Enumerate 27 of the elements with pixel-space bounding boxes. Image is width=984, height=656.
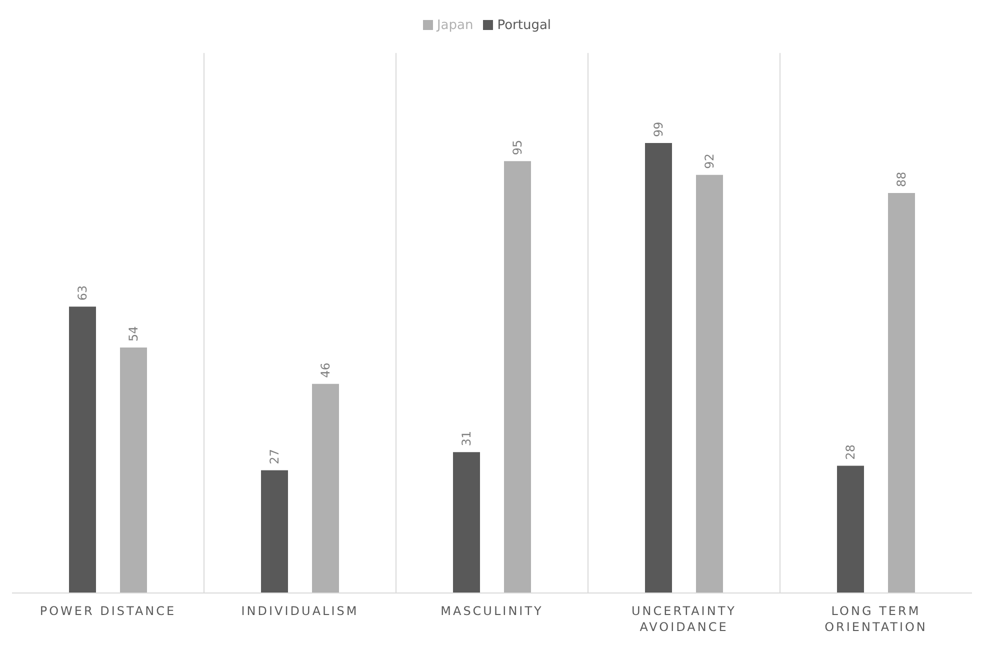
bar <box>120 348 147 593</box>
x-tick-label: INDIVIDUALISM <box>241 604 359 618</box>
data-label: 46 <box>318 362 332 378</box>
bar <box>888 193 915 593</box>
data-label: 88 <box>894 172 908 187</box>
legend-label: Portugal <box>497 18 552 33</box>
x-tick-label: MASCULINITY <box>440 604 544 618</box>
bar <box>453 452 480 593</box>
data-label: 99 <box>652 122 666 137</box>
bar <box>504 161 531 593</box>
x-tick-label: UNCERTAINTY AVOIDANCE <box>632 604 736 634</box>
data-label: 27 <box>268 448 282 464</box>
bar <box>645 143 672 593</box>
data-label: 92 <box>702 154 716 169</box>
bar <box>69 306 96 593</box>
data-label: 54 <box>126 326 140 342</box>
x-tick-label: POWER DISTANCE <box>40 604 176 618</box>
data-label: 28 <box>844 444 858 460</box>
data-label: 95 <box>510 140 524 156</box>
bar <box>837 466 864 593</box>
legend-label: Japan <box>436 18 474 33</box>
data-label: 63 <box>76 285 90 301</box>
bar <box>261 470 288 593</box>
data-label: 31 <box>460 430 474 446</box>
bar <box>696 174 723 593</box>
bar <box>312 384 339 593</box>
x-tick-label: LONG TERM ORIENTATION <box>824 604 928 634</box>
